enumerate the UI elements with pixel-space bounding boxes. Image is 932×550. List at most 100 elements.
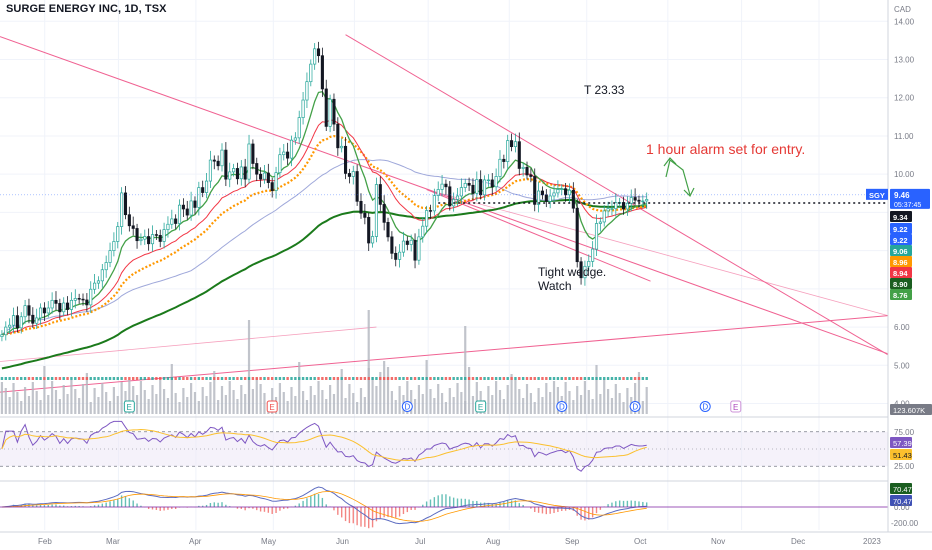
volume-ma-dot	[576, 377, 579, 380]
time-tick-feb: Feb	[38, 537, 52, 546]
volume-ma-dot	[286, 377, 289, 380]
volume-ma-dot	[637, 377, 641, 380]
candle-body	[177, 204, 182, 224]
volume-bar	[294, 396, 297, 414]
volume-ma-dot	[132, 377, 135, 380]
volume-ma-dot	[209, 377, 212, 380]
candle-body	[428, 210, 433, 212]
candle-body	[120, 192, 124, 227]
candle-body	[135, 228, 139, 242]
volume-bar	[58, 399, 61, 414]
volume-ma-dot	[348, 377, 351, 380]
volume-ma-dot	[529, 377, 533, 380]
annotation-wedge: Tight wedge.	[538, 265, 606, 279]
time-tick-sep: Sep	[565, 537, 580, 546]
candle-body	[189, 200, 193, 216]
volume-ma-dot	[641, 377, 645, 380]
candle-body	[571, 189, 575, 209]
candle-body	[270, 182, 274, 191]
volume-bar	[290, 387, 293, 414]
volume-ma-dot	[425, 377, 428, 380]
volume-bar	[622, 402, 625, 414]
volume-bar	[522, 398, 525, 414]
volume-bar	[162, 389, 166, 414]
candle-body	[629, 197, 633, 204]
candle-body	[494, 176, 498, 188]
candle-body	[174, 218, 178, 224]
volume-bar	[54, 390, 58, 414]
volume-ma-dot	[317, 377, 320, 380]
volume-ma-dot	[232, 377, 235, 380]
volume-ma-dot	[236, 377, 239, 380]
arrow-head-down	[683, 187, 695, 198]
volume-ma-dot	[583, 377, 587, 380]
volume-ma-dot	[494, 377, 498, 380]
volume-ma-dot	[81, 377, 85, 380]
price-label-bg	[890, 278, 912, 289]
candle-body	[220, 149, 224, 167]
price-tick: 13.00	[894, 56, 915, 65]
time-tick-may: May	[261, 537, 276, 546]
volume-bar	[413, 399, 417, 414]
volume-bar	[398, 386, 401, 414]
volume-ma-dot	[31, 377, 35, 380]
candle-body	[150, 234, 155, 245]
volume-bar	[603, 380, 606, 414]
countdown-label: 05:37:45	[894, 202, 921, 209]
candle-body	[27, 305, 31, 316]
candle-body	[96, 280, 101, 284]
volume-ma-dot	[270, 377, 274, 380]
candle-body	[11, 315, 16, 326]
volume-ma-dot	[579, 377, 583, 380]
volume-ma-dot	[510, 377, 513, 380]
volume-bar	[529, 393, 532, 414]
volume-ma-dot	[89, 377, 92, 380]
volume-ma-dot	[178, 377, 181, 380]
trend-line-1	[0, 36, 889, 355]
volume-ma-dot	[66, 377, 69, 380]
candle-body	[15, 315, 19, 329]
volume-ma-dot	[201, 377, 204, 380]
candle-body	[479, 179, 483, 196]
volume-ma-dot	[135, 377, 139, 380]
price-tick: 12.00	[894, 94, 915, 103]
volume-ma-dot	[50, 377, 54, 380]
volume-bar	[182, 388, 185, 414]
price-label: 8.76	[893, 291, 908, 300]
volume-bar	[610, 398, 614, 414]
trend-line-5	[426, 189, 889, 317]
candle-body	[610, 208, 614, 210]
candle-body	[340, 145, 344, 149]
trend-line-6	[426, 189, 651, 282]
volume-bar	[525, 384, 529, 414]
candle-body	[38, 307, 43, 319]
candle-body	[540, 190, 545, 196]
volume-bar	[591, 399, 594, 414]
volume-bar	[587, 390, 590, 414]
candle-body	[490, 179, 494, 188]
candle-body	[185, 208, 189, 216]
volume-bar	[105, 392, 108, 414]
volume-bar	[108, 401, 112, 414]
macd-signal-line	[1, 491, 647, 522]
volume-ma-dot	[213, 377, 216, 380]
volume-bar	[132, 386, 135, 414]
volume-ma-dot	[560, 377, 563, 380]
volume-bar	[645, 387, 648, 414]
candle-body	[560, 188, 564, 190]
volume-ma-dot	[47, 377, 50, 380]
price-tick: 10.00	[894, 170, 915, 179]
volume-ma-dot	[375, 377, 378, 380]
volume-ma-dot	[552, 377, 556, 380]
candle-body	[417, 236, 421, 261]
volume-ma-dot	[267, 377, 270, 380]
candle-body	[521, 166, 525, 169]
volume-bar	[66, 394, 69, 414]
volume-bar	[394, 400, 397, 414]
volume-bar	[429, 389, 432, 414]
candle-body	[328, 98, 332, 127]
price-tick: 11.00	[894, 132, 914, 141]
candle-body	[93, 282, 97, 290]
macd-line	[1, 486, 647, 525]
